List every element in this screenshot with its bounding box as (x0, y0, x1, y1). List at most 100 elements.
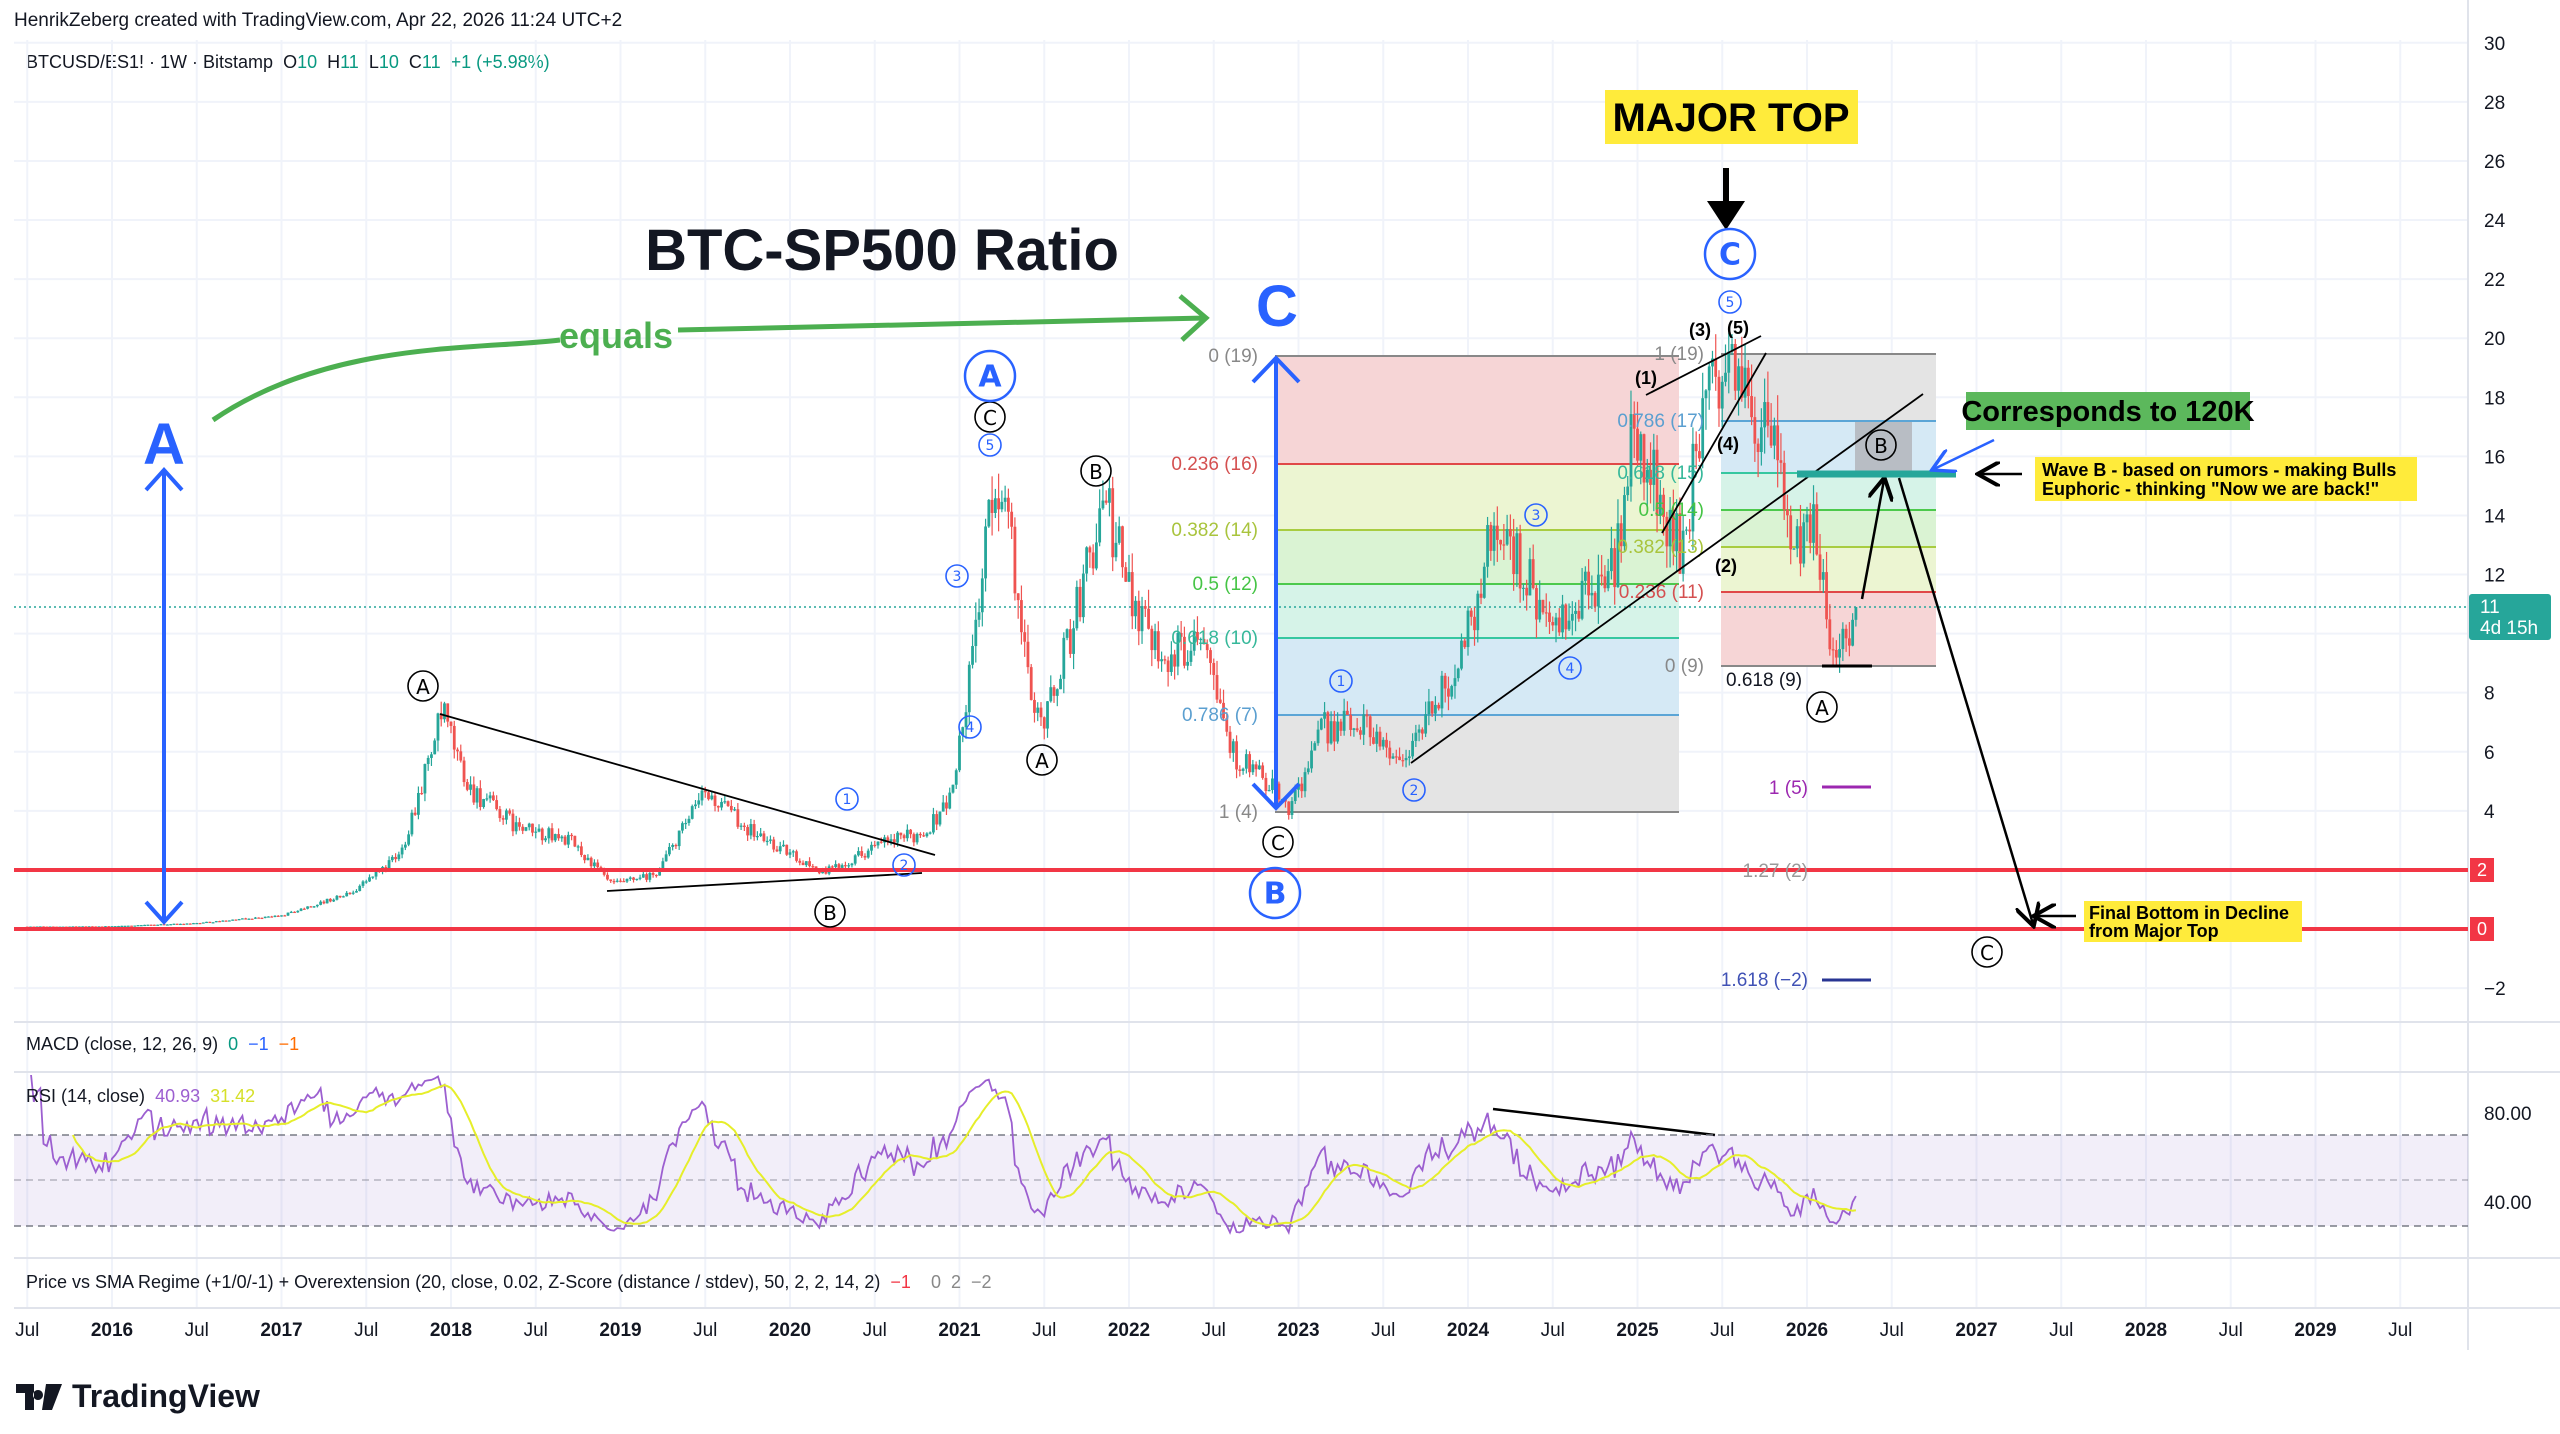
macd-legend[interactable]: MACD (close, 12, 26, 9) 0 −1 −1 (26, 1034, 299, 1055)
wave-label[interactable]: 2 (892, 853, 916, 877)
wave-b-note[interactable]: Wave B - based on rumors - making Bulls … (2035, 457, 2417, 501)
wave-label[interactable]: 1 (835, 787, 859, 811)
candle (169, 924, 173, 926)
wave-circle (1971, 936, 2003, 968)
time-tick: 2023 (1277, 1320, 1319, 1341)
wave-text: C (1980, 941, 1994, 965)
candle (879, 841, 883, 843)
rsi-legend[interactable]: RSI (14, close) 40.93 31.42 (26, 1086, 255, 1107)
trend-lines[interactable] (439, 335, 1924, 892)
candle (1205, 644, 1209, 651)
candle (270, 916, 274, 918)
candle (332, 899, 336, 902)
tradingview-logo[interactable]: TradingView (16, 1378, 260, 1415)
wave-c-down-arrow[interactable] (1897, 477, 2033, 924)
candle (964, 712, 968, 728)
candle (645, 874, 648, 880)
candle (1316, 729, 1320, 744)
candle (498, 809, 502, 819)
corresponds-callout[interactable]: Corresponds to 120K (1961, 392, 2255, 430)
candle (240, 918, 244, 920)
high-value: 11 (340, 52, 359, 72)
fib-retracement-right[interactable] (1721, 353, 1936, 667)
wave-label[interactable]: A (1026, 744, 1058, 776)
candle (1121, 526, 1124, 568)
wave-label[interactable]: 4 (1558, 656, 1582, 680)
regime-legend[interactable]: Price vs SMA Regime (+1/0/-1) + Overexte… (26, 1272, 992, 1293)
rsi-title: RSI (14, close) (26, 1086, 146, 1106)
candle (990, 499, 994, 513)
candle (1619, 523, 1623, 547)
price-tick: 12 (2484, 566, 2505, 587)
equals-curve-arrow[interactable] (211, 337, 561, 423)
wave-label[interactable]: B (1865, 429, 1897, 461)
candle (1310, 750, 1313, 769)
sub-wave-label: (1) (1635, 368, 1657, 388)
candle (1189, 650, 1193, 662)
candle (772, 839, 776, 850)
time-tick: Jul (524, 1320, 548, 1341)
candle (130, 925, 133, 927)
wave-text: 1 (1337, 674, 1346, 690)
candle (687, 818, 691, 823)
rsi-divergence-line[interactable] (1492, 1107, 1716, 1137)
wave-label[interactable]: C (1703, 227, 1757, 281)
wave-label[interactable]: A (407, 670, 439, 702)
wave-circle (1262, 826, 1294, 858)
time-axis[interactable]: Jul 2016 Jul 2017 Jul 2018 Jul 2019 Jul 2020 Jul 20… (15, 1320, 2412, 1341)
candle (1381, 739, 1385, 747)
price-axis[interactable]: 30 28 26 24 22 20 18 16 14 12 8 6 4 −2 (2484, 34, 2506, 1000)
candle (501, 818, 505, 820)
wave-label[interactable]: A (963, 349, 1017, 403)
wave-label[interactable]: C (1262, 826, 1294, 858)
major-top-callout[interactable]: MAJOR TOP (1605, 90, 1858, 144)
wave-label[interactable]: C (1971, 936, 2003, 968)
candle (1169, 654, 1173, 672)
wave-label[interactable]: B (1080, 455, 1112, 487)
candle (1098, 508, 1102, 543)
wave-label[interactable]: 3 (1524, 503, 1548, 527)
candle (1717, 376, 1721, 409)
wave-label[interactable]: 5 (978, 433, 1002, 457)
candle (1417, 729, 1421, 733)
candle (1469, 610, 1473, 617)
candle (1372, 737, 1375, 744)
wave-label[interactable]: 1 (1329, 669, 1353, 693)
candle (1147, 608, 1150, 629)
candle (1261, 765, 1265, 778)
candle (1492, 525, 1496, 551)
candle (403, 844, 407, 848)
candle (619, 880, 622, 882)
candle (886, 837, 890, 842)
candle (671, 845, 675, 847)
candle (110, 926, 114, 928)
time-tick: 2021 (938, 1320, 981, 1341)
candle (371, 876, 375, 878)
candle (1202, 638, 1206, 645)
candle (156, 924, 160, 926)
wave-label[interactable]: A (1806, 691, 1838, 723)
candle (1287, 801, 1291, 816)
big-c-arrow[interactable] (1251, 355, 1301, 811)
candle (795, 851, 798, 861)
wave-label[interactable]: 2 (1402, 778, 1426, 802)
wave-label[interactable]: B (814, 896, 846, 928)
final-bottom-note[interactable]: Final Bottom in Decline from Major Top (2084, 901, 2302, 942)
wave-label[interactable]: C (974, 401, 1006, 433)
big-a-arrow[interactable] (144, 467, 184, 925)
wave-label[interactable]: 5 (1718, 290, 1742, 314)
symbol-name[interactable]: BTCUSD/ES1! · 1W · Bitstamp (26, 52, 274, 72)
wave-label[interactable]: 4 (958, 715, 982, 739)
rsi-value: 40.93 (155, 1086, 201, 1106)
wave-b-up-arrow[interactable] (1860, 480, 1884, 600)
candle (1075, 586, 1079, 629)
candle (306, 906, 309, 909)
wave-label[interactable]: B (1248, 866, 1302, 920)
candle (697, 800, 701, 805)
candle (1789, 515, 1793, 550)
wave-label[interactable]: 3 (945, 564, 969, 588)
wave-text: 5 (986, 438, 995, 454)
price-tick: 8 (2484, 684, 2495, 705)
